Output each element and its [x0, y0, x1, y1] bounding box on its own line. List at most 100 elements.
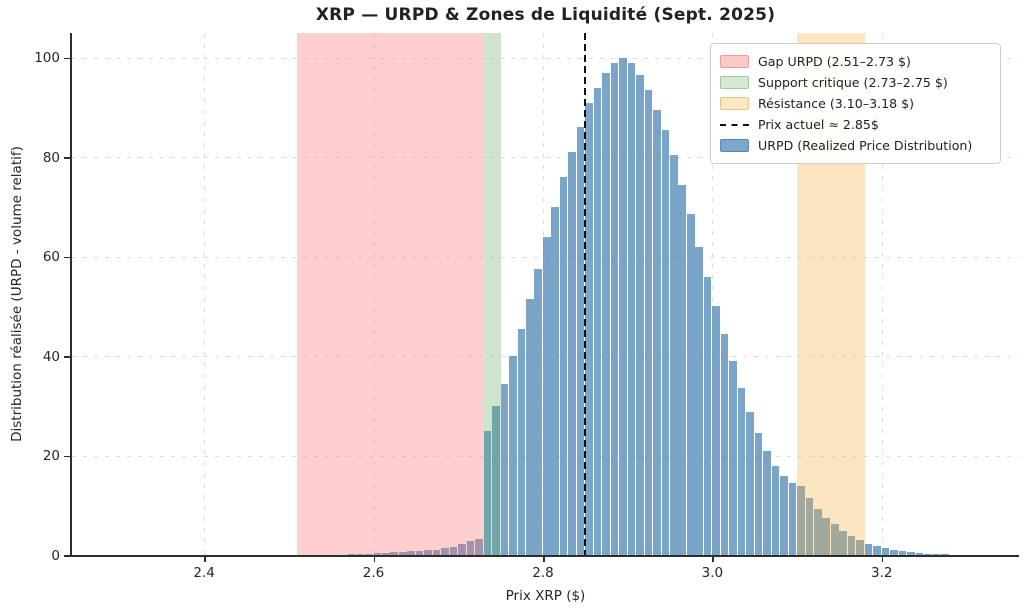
histogram-bar — [339, 554, 348, 555]
histogram-bar — [822, 518, 831, 555]
histogram-bar — [348, 554, 356, 555]
legend-patch-icon-resistance — [720, 97, 749, 110]
histogram-bar — [382, 552, 390, 555]
histogram-bar — [593, 87, 602, 555]
histogram-bar — [703, 276, 712, 555]
histogram-bar — [365, 553, 373, 555]
legend-label: Gap URPD (2.51–2.73 $) — [758, 54, 911, 69]
legend-item-resistance: Résistance (3.10–3.18 $) — [720, 93, 990, 114]
x-tick-label: 3.2 — [871, 565, 893, 581]
legend-patch-icon-gap-urpd — [720, 55, 749, 68]
legend: Gap URPD (2.51–2.73 $) Support critique (… — [710, 43, 1001, 164]
histogram-bar — [924, 553, 932, 555]
histogram-bar — [729, 361, 737, 555]
x-tick-mark — [712, 557, 714, 562]
histogram-bar — [695, 246, 703, 555]
histogram-bar — [881, 547, 890, 555]
histogram-bar — [644, 90, 653, 555]
histogram-bar — [619, 57, 627, 555]
histogram-bar — [780, 476, 788, 555]
histogram-bar — [415, 550, 424, 555]
histogram-bar — [720, 333, 729, 555]
histogram-bar — [805, 497, 814, 555]
histogram-bar — [534, 269, 543, 555]
histogram-bar — [424, 550, 432, 555]
y-tick-label: 100 — [34, 50, 60, 67]
legend-item-support-critique: Support critique (2.73–2.75 $) — [720, 72, 990, 93]
histogram-bar — [873, 545, 881, 555]
y-tick-label: 80 — [42, 149, 60, 166]
histogram-bar — [661, 129, 670, 555]
histogram-bar — [712, 306, 720, 555]
histogram-bar — [678, 184, 687, 555]
x-tick-label: 2.6 — [362, 565, 385, 581]
histogram-bar — [602, 72, 610, 555]
legend-item-urpd: URPD (Realized Price Distribution) — [720, 135, 990, 156]
x-tick-label: 3.0 — [701, 565, 724, 581]
histogram-bar — [432, 549, 441, 555]
y-tick-mark — [64, 455, 70, 458]
v-gridline — [373, 33, 375, 555]
histogram-bar — [542, 236, 551, 555]
histogram-bar — [356, 554, 365, 555]
histogram-bar — [847, 536, 856, 555]
histogram-bar — [686, 214, 695, 555]
histogram-bar — [670, 154, 678, 555]
histogram-bar — [864, 543, 873, 555]
histogram-bar — [763, 450, 771, 555]
y-tick-mark — [64, 356, 70, 358]
histogram-bar — [830, 524, 839, 555]
histogram-bar — [839, 531, 847, 555]
x-tick-label: 2.4 — [193, 565, 215, 581]
legend-dashed-line-icon — [720, 123, 749, 126]
chart-title: XRP — URPD & Zones de Liquidité (Sept. 2… — [315, 5, 776, 25]
histogram-bar — [797, 486, 805, 555]
legend-label: Prix actuel ≈ 2.85$ — [758, 117, 879, 132]
y-tick-label: 60 — [42, 249, 60, 266]
legend-label: Support critique (2.73–2.75 $) — [758, 75, 948, 90]
histogram-bar — [390, 552, 399, 555]
histogram-bar — [746, 412, 754, 555]
legend-patch-icon-support-critique — [720, 76, 749, 89]
histogram-bar — [907, 552, 915, 555]
h-gridline — [72, 57, 1019, 59]
histogram-bar — [441, 548, 449, 555]
legend-label: URPD (Realized Price Distribution) — [758, 138, 973, 153]
current-price-line — [584, 33, 587, 555]
y-axis-label: Distribution réalisée (URPD - volume rel… — [9, 146, 25, 442]
histogram-bar — [449, 546, 458, 555]
y-tick-label: 20 — [42, 448, 60, 465]
histogram-bar — [754, 433, 763, 555]
x-tick-mark — [204, 557, 206, 562]
x-axis-spine — [70, 555, 1019, 557]
v-gridline — [881, 33, 883, 555]
v-gridline — [204, 33, 206, 555]
histogram-bar — [814, 508, 822, 555]
y-tick-mark — [64, 256, 70, 259]
histogram-bar — [509, 356, 517, 555]
zone-gap-urpd — [297, 33, 484, 555]
x-axis-label: Prix XRP ($) — [505, 588, 586, 604]
histogram-bar — [788, 482, 797, 555]
histogram-bar — [466, 541, 475, 555]
histogram-bar — [568, 152, 576, 555]
histogram-bar — [941, 554, 949, 555]
y-tick-mark — [64, 157, 70, 159]
histogram-bar — [576, 127, 585, 555]
h-gridline — [72, 157, 1019, 159]
legend-patch-icon-urpd — [720, 139, 749, 152]
y-tick-label: 0 — [51, 547, 60, 564]
histogram-bar — [627, 62, 636, 555]
histogram-bar — [559, 177, 568, 555]
x-tick-mark — [543, 557, 545, 562]
histogram-bar — [585, 102, 593, 555]
plot-area: Gap URPD (2.51–2.73 $) Support critique (… — [72, 33, 1019, 555]
legend-label: Résistance (3.10–3.18 $) — [758, 96, 915, 111]
histogram-bar — [373, 553, 382, 555]
histogram-bar — [492, 405, 500, 555]
histogram-bar — [407, 551, 415, 555]
zone-support-critique — [483, 33, 501, 555]
y-axis-spine — [70, 33, 72, 557]
histogram-bar — [551, 207, 559, 555]
histogram-bar — [526, 298, 534, 555]
